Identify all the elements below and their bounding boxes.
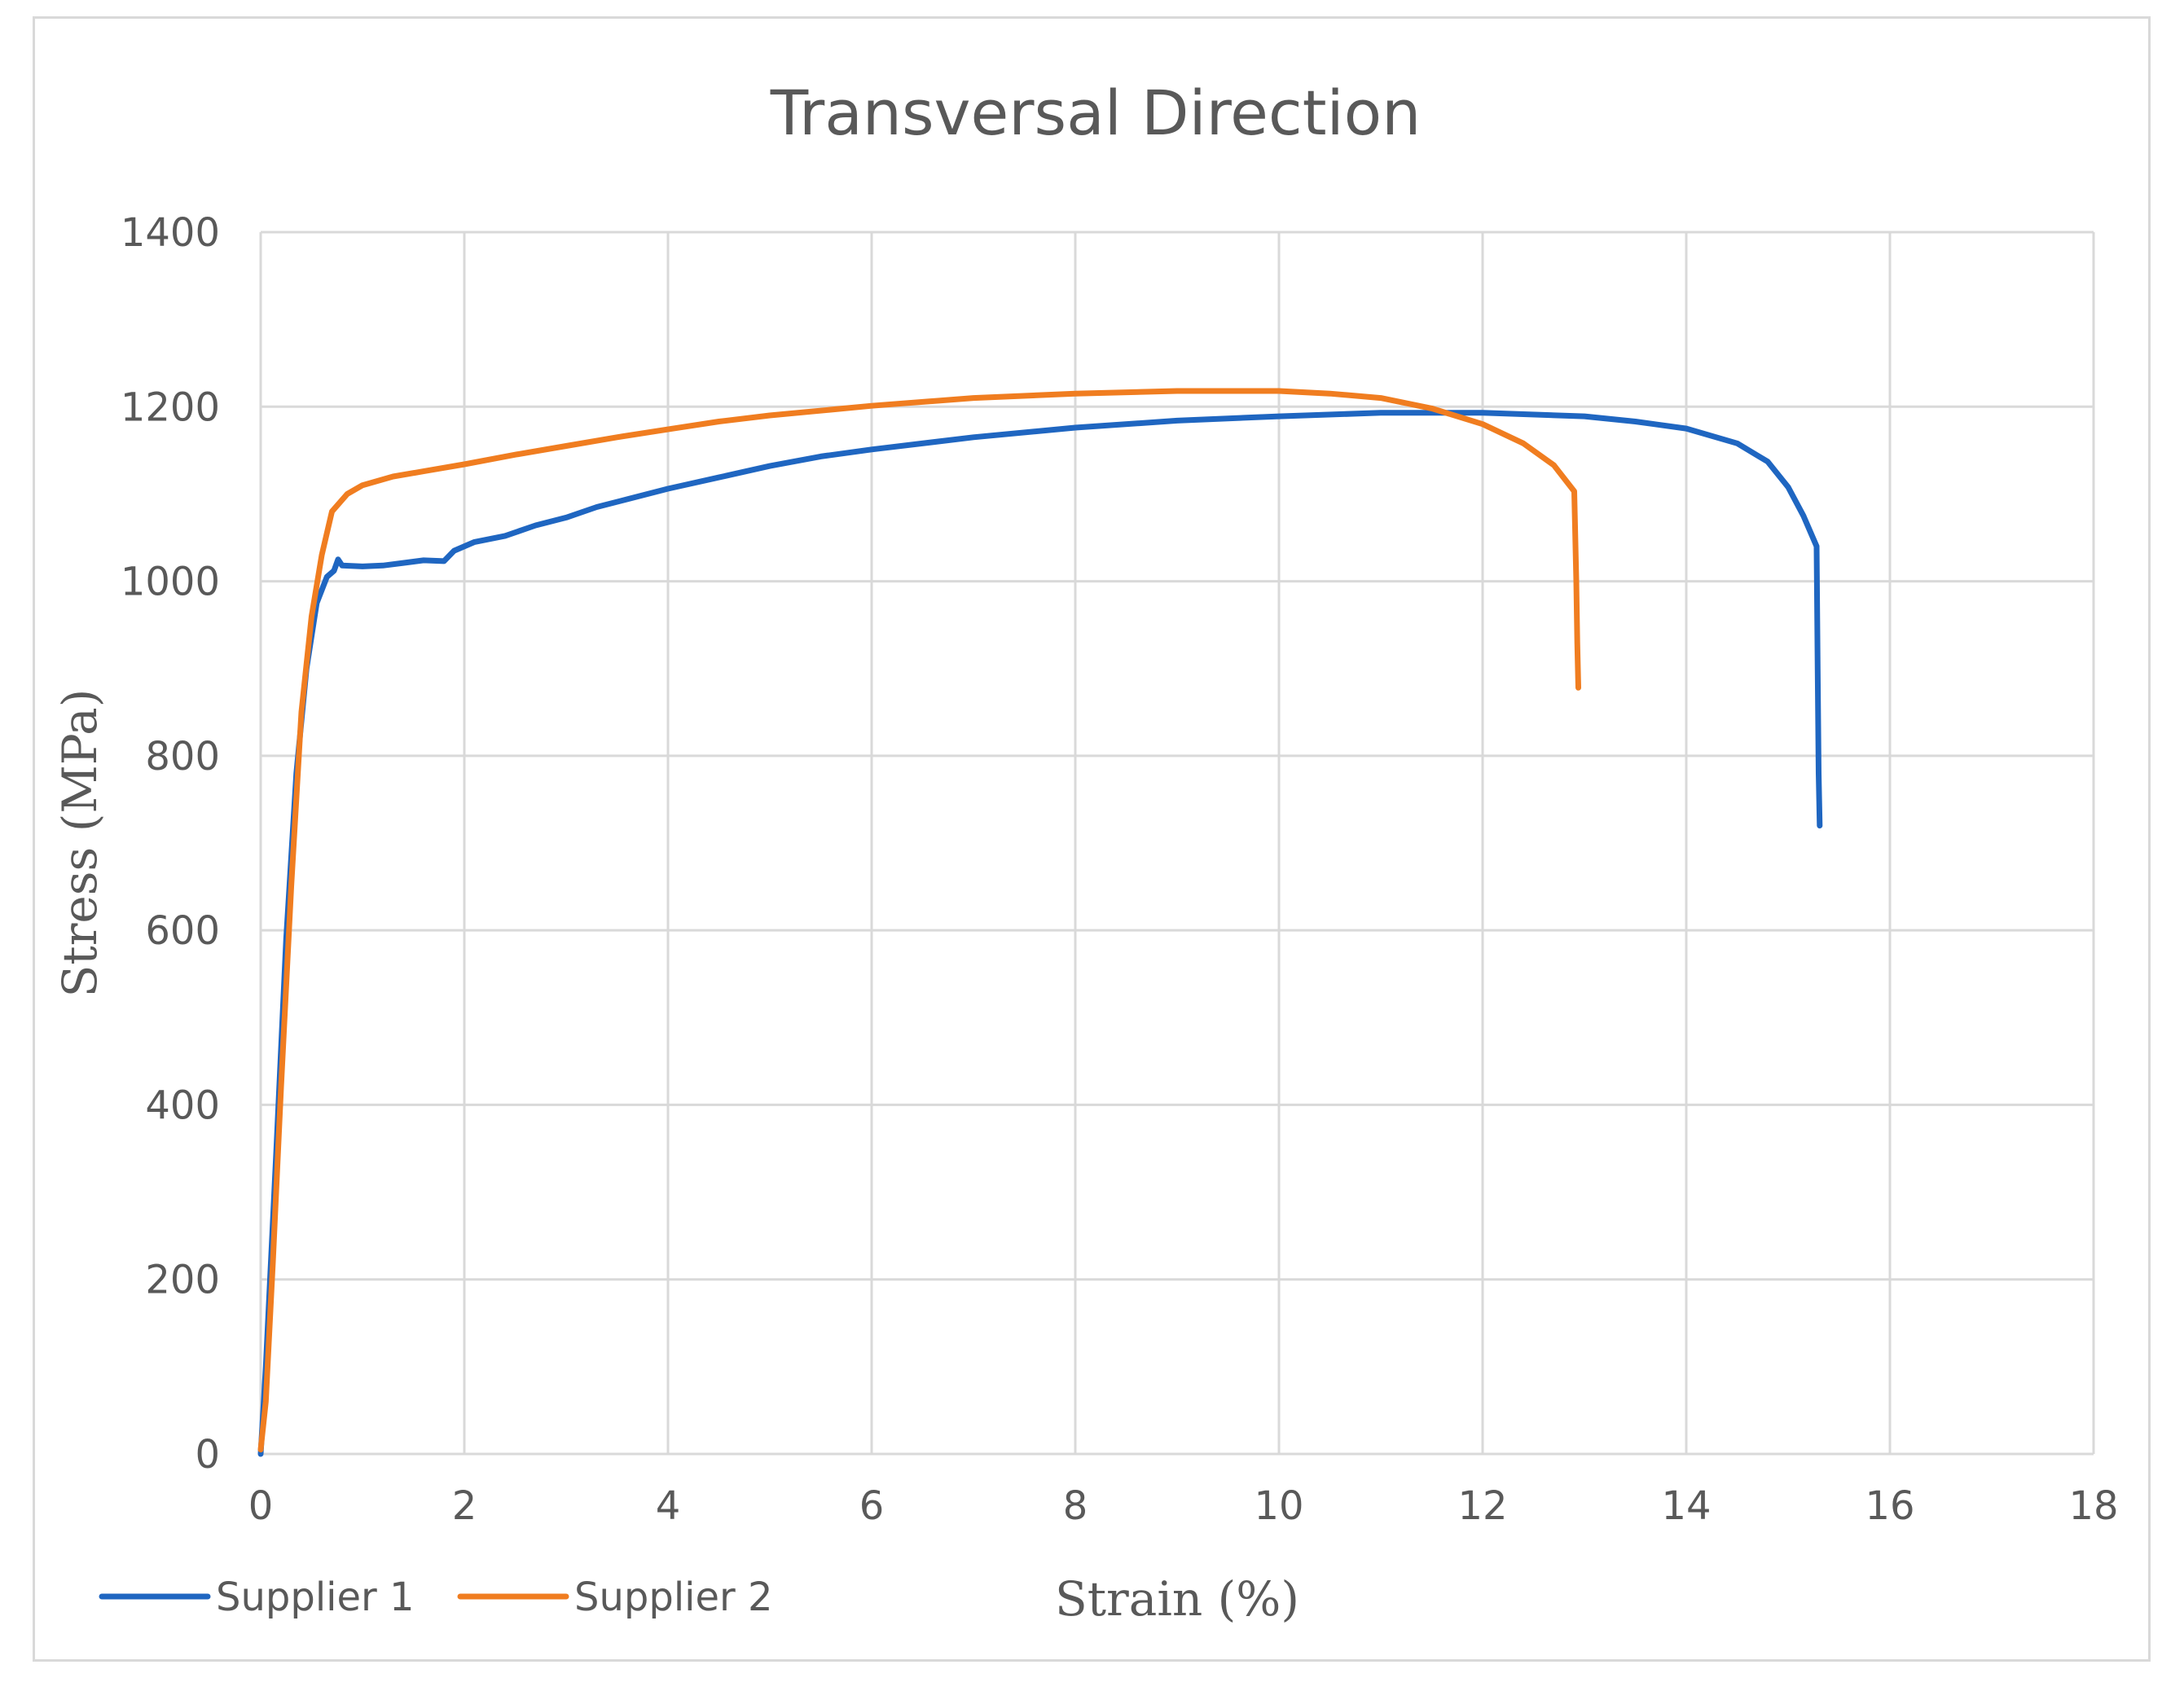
series-line-supplier-1 bbox=[257, 410, 1823, 1457]
x-tick-label: 14 bbox=[1661, 1483, 1711, 1529]
y-tick-label: 0 bbox=[195, 1432, 220, 1478]
tick-labels: 0 200 400 600 800 1000 1200 1400 0 2 4 6 8 10 12 14 16 18 bbox=[121, 210, 2119, 1529]
series-line-supplier-2 bbox=[257, 388, 1581, 1453]
gridlines bbox=[259, 231, 2095, 1456]
chart-frame bbox=[33, 16, 2151, 1662]
y-axis-title: Stress (MPa) bbox=[52, 689, 108, 998]
y-tick-label: 1200 bbox=[121, 384, 220, 430]
series-lines bbox=[257, 388, 1823, 1457]
y-tick-label: 800 bbox=[145, 734, 220, 780]
x-tick-label: 4 bbox=[656, 1483, 681, 1529]
y-tick-label: 400 bbox=[145, 1083, 220, 1128]
x-tick-label: 10 bbox=[1254, 1483, 1303, 1529]
x-axis-title: Strain (%) bbox=[1055, 1571, 1299, 1627]
legend-label-supplier-1: Supplier 1 bbox=[216, 1575, 415, 1620]
x-tick-label: 0 bbox=[248, 1483, 274, 1529]
legend: Supplier 1 Supplier 2 bbox=[99, 1575, 773, 1620]
legend-label-supplier-2: Supplier 2 bbox=[574, 1575, 773, 1620]
x-tick-label: 16 bbox=[1865, 1483, 1914, 1529]
chart-title: Transversal Direction bbox=[770, 77, 1422, 149]
y-tick-label: 1000 bbox=[121, 560, 220, 605]
x-tick-label: 8 bbox=[1063, 1483, 1088, 1529]
x-tick-label: 2 bbox=[452, 1483, 477, 1529]
y-tick-label: 600 bbox=[145, 908, 220, 954]
x-tick-label: 6 bbox=[859, 1483, 885, 1529]
x-tick-label: 12 bbox=[1457, 1483, 1507, 1529]
x-tick-label: 18 bbox=[2068, 1483, 2118, 1529]
y-tick-label: 200 bbox=[145, 1258, 220, 1303]
y-tick-label: 1400 bbox=[121, 210, 220, 256]
